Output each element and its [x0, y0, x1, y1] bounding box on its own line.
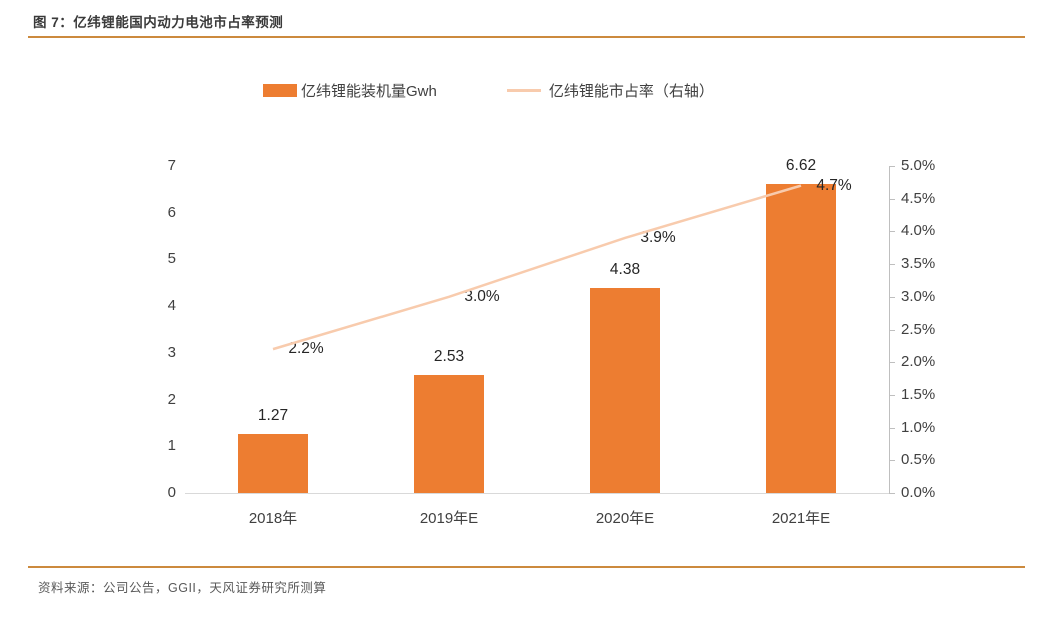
right-axis-tick-label: 3.0%: [901, 287, 936, 305]
right-axis-tick-label: 2.0%: [901, 353, 936, 371]
right-axis-tick-mark: [889, 395, 895, 396]
bar-value-label: 1.27: [257, 406, 289, 424]
right-axis-tick-label: 4.5%: [901, 189, 936, 207]
category-label: 2020年E: [595, 510, 655, 527]
right-axis-tick-label: 0.5%: [901, 451, 936, 469]
right-axis-tick-label: 3.5%: [901, 255, 936, 273]
category-label: 2021年E: [771, 510, 831, 527]
figure-title: 图 7：亿纬锂能国内动力电池市占率预测: [33, 15, 284, 30]
right-axis-tick-label: 5.0%: [901, 157, 936, 174]
line-point-label: 4.7%: [816, 176, 852, 194]
legend-label: 亿纬锂能市占率（右轴）: [548, 82, 714, 100]
left-axis-tick-label: 0: [167, 484, 176, 501]
left-axis-tick-label: 1: [167, 437, 176, 455]
bar: [590, 288, 660, 493]
right-axis-tick-mark: [889, 460, 895, 461]
right-axis-tick-label: 1.0%: [901, 418, 936, 436]
bar-value-label: 6.62: [785, 156, 817, 174]
left-axis-tick-label: 4: [167, 297, 176, 315]
bar-value-label: 2.53: [433, 347, 465, 365]
line-point-label: 2.2%: [288, 340, 324, 358]
line-point-label: 3.9%: [640, 228, 676, 246]
category-label: 2018年: [248, 510, 298, 527]
bar-series-swatch: [263, 83, 297, 97]
left-axis-tick-label: 2: [167, 390, 176, 408]
right-axis-line: [889, 166, 890, 493]
source-note: 资料来源：公司公告，GGII，天风证券研究所测算: [38, 581, 327, 595]
right-axis-tick-mark: [889, 264, 895, 265]
right-axis-tick-mark: [889, 297, 895, 298]
left-axis-tick-label: 6: [167, 203, 176, 221]
right-axis-tick-label: 1.5%: [901, 385, 936, 403]
legend-item-market-share: 亿纬锂能市占率（右轴）: [506, 80, 714, 101]
right-axis-tick-mark: [889, 330, 895, 331]
right-axis-tick-mark: [889, 428, 895, 429]
bar: [238, 433, 308, 493]
right-axis-tick-mark: [889, 231, 895, 232]
line-series-swatch: [506, 88, 541, 92]
bar-value-label: 4.38: [609, 261, 641, 279]
right-axis-tick-label: 4.0%: [901, 222, 936, 240]
line-point-label: 3.0%: [464, 287, 500, 305]
category-label: 2019年E: [419, 510, 479, 527]
x-axis-line: [185, 493, 889, 494]
top-divider-line: [28, 36, 1025, 38]
bar: [766, 183, 836, 493]
left-axis-tick-label: 7: [167, 157, 176, 174]
chart-legend: 亿纬锂能装机量Gwh 亿纬锂能市占率（右轴）: [263, 80, 714, 101]
left-axis-tick-label: 5: [167, 250, 176, 268]
legend-item-installed-capacity: 亿纬锂能装机量Gwh: [263, 80, 437, 101]
legend-label: 亿纬锂能装机量Gwh: [301, 82, 437, 100]
right-axis-tick-mark: [889, 493, 895, 494]
right-axis-tick-mark: [889, 166, 895, 167]
right-axis-tick-label: 2.5%: [901, 320, 936, 338]
bar: [414, 374, 484, 493]
right-axis-tick-mark: [889, 199, 895, 200]
left-axis-tick-label: 3: [167, 343, 176, 361]
bottom-divider-line: [28, 566, 1025, 568]
right-axis-tick-mark: [889, 362, 895, 363]
right-axis-tick-label: 0.0%: [901, 484, 936, 501]
